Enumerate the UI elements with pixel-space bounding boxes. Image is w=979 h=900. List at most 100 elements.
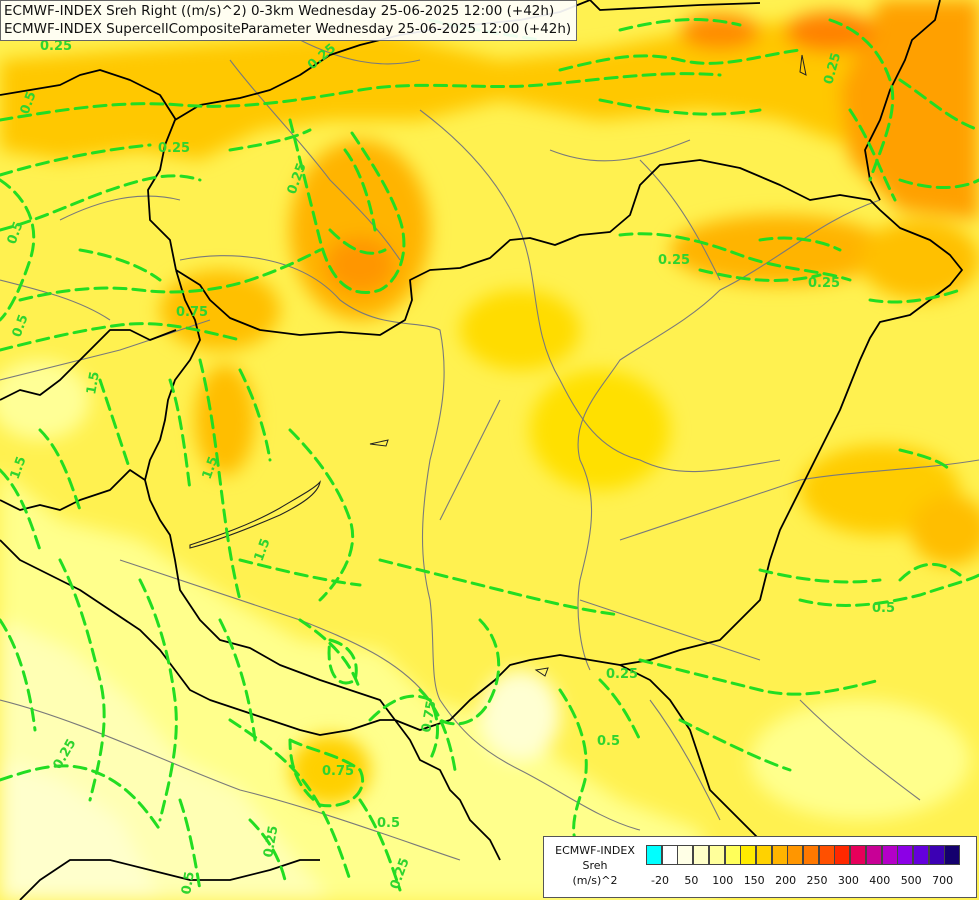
contour-line <box>0 143 152 177</box>
border-slovenia <box>0 469 146 511</box>
contour-line <box>758 236 842 252</box>
legend-tick-label: 150 <box>743 874 765 887</box>
border-bosnia <box>19 859 320 900</box>
sreh-field-dark-orange <box>785 12 875 52</box>
legend-swatch <box>677 845 694 865</box>
contour-line <box>0 178 36 322</box>
contour-line <box>698 268 822 282</box>
river <box>579 599 761 661</box>
river <box>619 459 979 541</box>
legend-swatch <box>834 845 851 865</box>
contour-line <box>228 128 312 152</box>
contour-line <box>598 98 762 116</box>
contour-line <box>898 562 962 582</box>
map-title-sreh: ECMWF-INDEX Sreh Right ((m/s)^2) 0-3km W… <box>4 3 555 19</box>
legend-swatch <box>646 845 662 865</box>
legend-tick-label: -20 <box>651 874 669 887</box>
border-ukraine <box>864 0 941 201</box>
contour-line <box>898 78 979 132</box>
contour-label: 0.25 <box>808 276 840 291</box>
map-title-scp: ECMWF-INDEX SupercellCompositeParameter … <box>4 21 572 37</box>
legend-tick-label: 300 <box>837 874 859 887</box>
contour-line <box>438 618 501 726</box>
legend-title: ECMWF-INDEX Sreh (m/s)^2 <box>546 843 644 888</box>
contour-line <box>0 468 42 552</box>
contour-line <box>288 738 365 808</box>
contour-label: 0.25 <box>158 141 190 156</box>
lake <box>799 54 807 76</box>
contour-line <box>328 228 387 255</box>
lake-balaton <box>189 480 321 549</box>
contour-label: 0.5 <box>179 870 198 895</box>
contour-line <box>178 798 202 892</box>
contour-labels: 0.25 0.25 0.25 0.25 0.25 0.25 0.25 0.25 … <box>5 39 895 896</box>
contour-line <box>298 618 362 692</box>
contour-line <box>238 368 272 462</box>
contour-label: 0.5 <box>597 734 620 749</box>
sreh-field-orange <box>670 215 890 285</box>
contour-line <box>368 694 439 762</box>
river <box>649 699 721 821</box>
river <box>299 39 421 65</box>
legend-title-line: (m/s)^2 <box>572 874 618 887</box>
contour-line <box>58 558 106 802</box>
contour-line <box>678 718 792 772</box>
contour-line <box>238 558 362 587</box>
contour-label: 1.5 <box>8 455 30 482</box>
legend-tick-label: 50 <box>684 874 699 887</box>
sreh-field-pale <box>0 760 160 900</box>
contour-line <box>288 428 355 602</box>
legend-tick-label: 700 <box>932 874 954 887</box>
contour-line <box>848 108 897 202</box>
river-tisza <box>577 199 881 671</box>
contour-line <box>0 764 162 832</box>
legend-swatch <box>803 845 819 865</box>
border-serbia <box>394 719 501 861</box>
legend-swatch <box>818 845 835 865</box>
river <box>419 109 521 231</box>
contour-line <box>558 48 802 72</box>
contour-line <box>38 428 82 512</box>
rivers <box>0 39 979 861</box>
legend-tick-label: 500 <box>900 874 922 887</box>
contour-label: 0.25 <box>40 39 72 54</box>
legend-swatch <box>881 845 898 865</box>
contour-label: 0.75 <box>419 699 439 733</box>
scp-contours <box>0 18 979 892</box>
contour-label: 0.75 <box>176 305 208 320</box>
contour-line <box>198 358 242 602</box>
contour-line <box>248 818 287 882</box>
river <box>0 279 111 321</box>
legend-swatch <box>693 845 710 865</box>
contour-label: 1.5 <box>252 537 274 564</box>
legend-title-line: ECMWF-INDEX <box>555 844 635 857</box>
legend-tick-label: 100 <box>712 874 734 887</box>
border-west <box>0 69 177 121</box>
contour-label: 0.5 <box>872 601 895 616</box>
contour-line <box>0 618 37 732</box>
contour-line <box>288 118 406 295</box>
contour-line <box>618 18 742 32</box>
contour-line <box>798 573 979 607</box>
legend-swatch <box>944 845 961 865</box>
contour-line <box>218 618 257 742</box>
river <box>439 399 501 521</box>
contour-line <box>228 718 352 882</box>
legend-swatch <box>740 845 757 865</box>
contour-line <box>378 558 622 617</box>
contour-label: 1.5 <box>200 455 222 482</box>
contour-line <box>828 18 895 182</box>
contour-line <box>598 678 642 742</box>
contour-line <box>98 378 132 472</box>
river-sava <box>0 699 461 861</box>
border-slovakia-poland <box>589 0 761 11</box>
legend-tick-label: 200 <box>775 874 797 887</box>
sreh-field-dark-orange <box>325 237 395 293</box>
sreh-field-pale <box>480 670 560 760</box>
legend-swatch <box>912 845 929 865</box>
legend-swatch <box>928 845 945 865</box>
border-romania <box>619 664 761 841</box>
lake <box>534 667 549 677</box>
contour-label: 0.25 <box>606 667 638 682</box>
